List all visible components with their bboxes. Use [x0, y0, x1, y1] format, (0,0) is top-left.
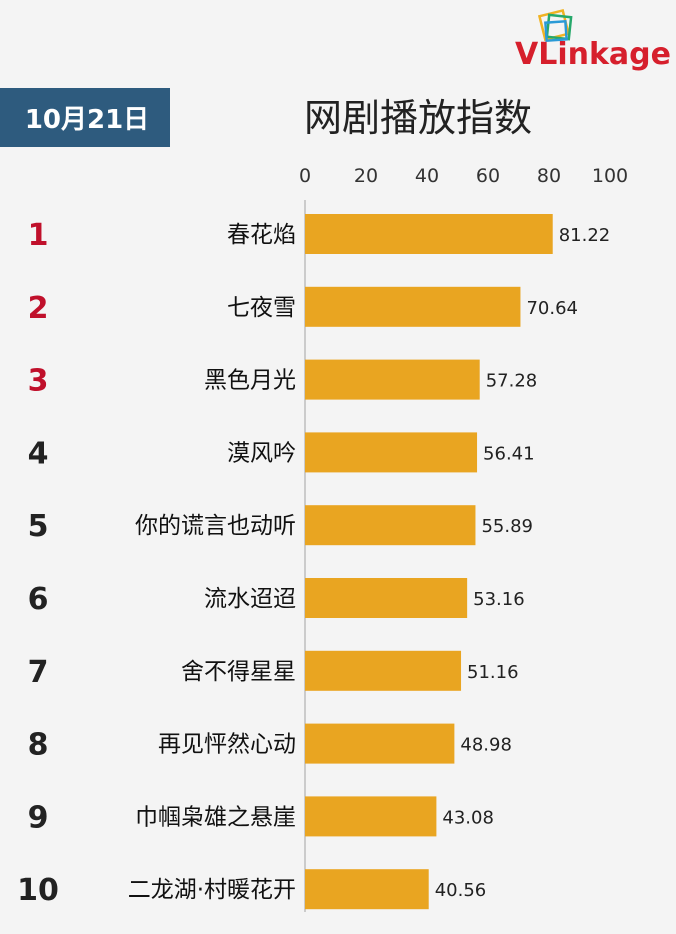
bar: [305, 214, 553, 254]
logo-card-green: [545, 13, 573, 41]
rank-number: 10: [17, 873, 59, 908]
category-label: 再见怦然心动: [158, 732, 296, 758]
category-label: 漠风吟: [227, 440, 296, 466]
bars: 1 春花焰 81.22 2 七夜雪 70.64 3 黑色月光 57.28 4 漠风吟 56.41 5 你的…: [17, 214, 611, 910]
brand-logo: VLinkage: [515, 8, 671, 72]
category-label: 二龙湖·村暖花开: [128, 877, 296, 903]
bar: [305, 723, 455, 764]
bar-value-label: 51.16: [467, 662, 519, 683]
bar: [305, 359, 480, 400]
bar-value-label: 81.22: [559, 225, 611, 246]
logo-card-blue: [544, 19, 568, 43]
category-label: 流水迢迢: [204, 586, 296, 612]
x-tick-label: 60: [476, 165, 500, 187]
bar: [305, 796, 437, 837]
category-label: 春花焰: [227, 222, 296, 248]
x-axis-ticks: 0 20 40 60 80 100: [299, 165, 628, 187]
date-badge-background: [0, 88, 170, 147]
x-tick-label: 0: [299, 165, 311, 187]
date-badge: 10月21日: [0, 88, 170, 147]
rank-number: 4: [28, 436, 49, 471]
bar-value-label: 55.89: [481, 516, 533, 537]
bar: [305, 432, 478, 473]
category-label: 七夜雪: [227, 295, 296, 321]
x-tick-label: 80: [537, 165, 561, 187]
category-label: 舍不得星星: [181, 659, 296, 685]
x-tick-label: 100: [592, 165, 628, 187]
bar: [305, 578, 468, 618]
bar-value-label: 43.08: [442, 807, 494, 828]
chart-title: 网剧播放指数: [304, 96, 532, 140]
bar: [305, 286, 521, 327]
bar: [305, 869, 429, 910]
bar-value-label: 57.28: [486, 371, 538, 392]
bar-value-label: 53.16: [473, 589, 525, 610]
logo-text: VLinkage: [515, 37, 671, 72]
bar-value-label: 48.98: [460, 735, 512, 756]
category-label: 黑色月光: [204, 368, 296, 394]
rank-number: 7: [28, 655, 49, 690]
x-tick-label: 40: [415, 165, 439, 187]
category-label: 巾帼枭雄之悬崖: [135, 804, 296, 830]
rank-number: 1: [28, 218, 49, 253]
rank-number: 9: [28, 800, 49, 835]
logo-cards-icon: [537, 8, 573, 43]
bar-value-label: 40.56: [435, 880, 487, 901]
bar: [305, 505, 476, 546]
bar-value-label: 70.64: [526, 298, 578, 319]
category-label: 你的谎言也动听: [135, 513, 296, 539]
rank-number: 2: [28, 291, 49, 326]
rank-number: 6: [28, 582, 49, 617]
bar: [305, 650, 462, 691]
x-tick-label: 20: [354, 165, 378, 187]
rank-number: 8: [28, 728, 49, 763]
rank-number: 3: [28, 364, 49, 399]
bar-value-label: 56.41: [483, 443, 535, 464]
rank-number: 5: [28, 509, 49, 544]
date-text: 10月21日: [25, 105, 149, 135]
